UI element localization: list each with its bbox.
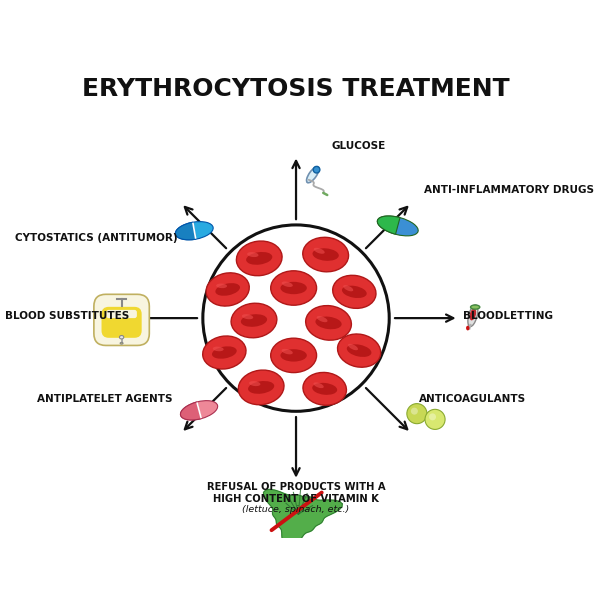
- Ellipse shape: [213, 347, 224, 351]
- Ellipse shape: [470, 309, 476, 321]
- Ellipse shape: [470, 305, 480, 309]
- Polygon shape: [181, 402, 201, 420]
- Text: BLOODLETTING: BLOODLETTING: [463, 311, 553, 321]
- Ellipse shape: [468, 305, 478, 327]
- Ellipse shape: [231, 303, 277, 338]
- Ellipse shape: [215, 283, 240, 296]
- Ellipse shape: [248, 381, 274, 394]
- Ellipse shape: [119, 335, 124, 339]
- Ellipse shape: [236, 241, 282, 276]
- Ellipse shape: [314, 248, 325, 254]
- Ellipse shape: [271, 271, 317, 305]
- Ellipse shape: [216, 283, 227, 288]
- Ellipse shape: [305, 306, 352, 340]
- Ellipse shape: [120, 343, 123, 344]
- Ellipse shape: [313, 382, 324, 388]
- Ellipse shape: [332, 275, 376, 309]
- Ellipse shape: [312, 383, 337, 395]
- Text: ANTIPLATELET AGENTS: ANTIPLATELET AGENTS: [37, 393, 173, 404]
- Ellipse shape: [212, 346, 237, 359]
- Text: ERYTHROCYTOSIS TREATMENT: ERYTHROCYTOSIS TREATMENT: [82, 77, 510, 101]
- Ellipse shape: [317, 316, 328, 322]
- Text: REFUSAL OF PRODUCTS WITH A
HIGH CONTENT OF VITAMIN K: REFUSAL OF PRODUCTS WITH A HIGH CONTENT …: [207, 482, 385, 504]
- Ellipse shape: [203, 336, 246, 369]
- Ellipse shape: [281, 349, 293, 355]
- Text: ANTI-INFLAMMATORY DRUGS: ANTI-INFLAMMATORY DRUGS: [424, 185, 594, 195]
- Ellipse shape: [175, 222, 213, 240]
- Circle shape: [425, 410, 445, 429]
- Ellipse shape: [280, 282, 307, 294]
- Ellipse shape: [313, 166, 320, 173]
- Ellipse shape: [338, 334, 380, 367]
- Ellipse shape: [303, 373, 346, 405]
- Ellipse shape: [313, 248, 339, 261]
- Ellipse shape: [347, 344, 371, 357]
- Ellipse shape: [343, 285, 353, 291]
- Text: CYTOSTATICS (ANTITUMOR): CYTOSTATICS (ANTITUMOR): [15, 233, 178, 243]
- FancyBboxPatch shape: [101, 307, 142, 338]
- Text: GLUCOSE: GLUCOSE: [332, 141, 386, 151]
- Ellipse shape: [238, 370, 284, 405]
- Polygon shape: [377, 216, 400, 234]
- Ellipse shape: [281, 282, 293, 287]
- Ellipse shape: [181, 401, 218, 420]
- Ellipse shape: [246, 252, 272, 265]
- Ellipse shape: [280, 349, 307, 362]
- Ellipse shape: [241, 314, 267, 327]
- Polygon shape: [175, 222, 196, 240]
- Polygon shape: [263, 489, 342, 548]
- Ellipse shape: [377, 216, 418, 236]
- Ellipse shape: [307, 167, 319, 183]
- Ellipse shape: [348, 344, 358, 350]
- Circle shape: [429, 413, 436, 420]
- Ellipse shape: [466, 326, 469, 331]
- Ellipse shape: [271, 338, 317, 373]
- Circle shape: [407, 404, 427, 423]
- Ellipse shape: [316, 316, 341, 329]
- FancyBboxPatch shape: [94, 294, 149, 346]
- Ellipse shape: [303, 237, 349, 272]
- Ellipse shape: [342, 286, 367, 298]
- Text: ANTICOAGULANTS: ANTICOAGULANTS: [419, 393, 526, 404]
- FancyBboxPatch shape: [106, 310, 137, 318]
- Ellipse shape: [206, 273, 249, 306]
- Circle shape: [203, 225, 389, 411]
- Ellipse shape: [247, 252, 259, 257]
- Text: (lettuce, spinach, etc.): (lettuce, spinach, etc.): [242, 505, 350, 514]
- Ellipse shape: [242, 314, 253, 319]
- Circle shape: [411, 408, 418, 414]
- Ellipse shape: [249, 381, 260, 386]
- Text: BLOOD SUBSTITUTES: BLOOD SUBSTITUTES: [5, 311, 129, 321]
